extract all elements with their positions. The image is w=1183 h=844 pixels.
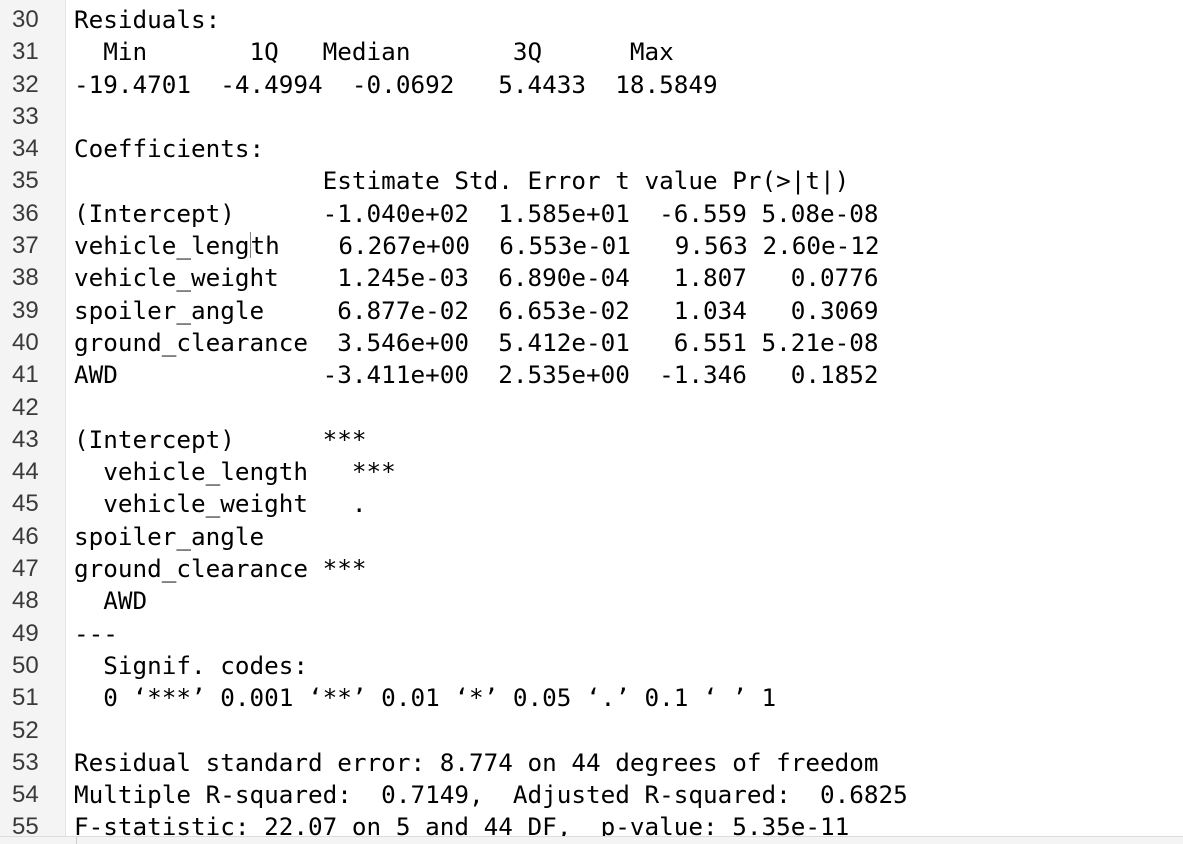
code-line-residuals-header[interactable]: Residuals:: [74, 5, 221, 34]
code-line-coefficients-columns[interactable]: Estimate Std. Error t value Pr(>|t|): [74, 166, 850, 196]
code-line-signif-awd[interactable]: AWD: [74, 586, 148, 616]
line-number: 41: [12, 361, 39, 389]
line-number: 46: [12, 522, 39, 550]
code-line-ground-clearance[interactable]: ground_clearance 3.546e+00 5.412e-01 6.5…: [74, 327, 879, 357]
code-line-coefficients-header[interactable]: Coefficients:: [74, 134, 265, 164]
line-number: 49: [12, 619, 39, 647]
code-line-awd[interactable]: AWD -3.411e+00 2.535e+00 -1.346 0.1852: [74, 360, 879, 390]
code-line-signif-ground-clearance[interactable]: ground_clearance ***: [74, 554, 367, 584]
line-number: 33: [12, 102, 39, 130]
code-text-before-cursor: vehicle_leng: [74, 231, 250, 261]
line-number: 54: [12, 781, 39, 809]
code-line-signif-codes-label[interactable]: Signif. codes:: [74, 650, 309, 680]
code-line-spoiler-angle[interactable]: spoiler_angle 6.877e-02 6.653e-02 1.034 …: [74, 295, 879, 325]
line-number: 44: [12, 458, 39, 486]
line-number: 32: [12, 70, 39, 98]
line-number: 35: [12, 167, 39, 195]
code-line-separator[interactable]: ---: [74, 618, 118, 648]
code-line-signif-intercept[interactable]: (Intercept) ***: [74, 424, 367, 454]
code-line-signif-spoiler-angle[interactable]: spoiler_angle: [74, 521, 265, 551]
code-line-signif-vehicle-weight[interactable]: vehicle_weight .: [74, 489, 367, 519]
line-number: 55: [12, 813, 39, 841]
code-line-vehicle-weight[interactable]: vehicle_weight 1.245e-03 6.890e-04 1.807…: [74, 263, 879, 293]
code-line-signif-codes-legend[interactable]: 0 ‘***’ 0.001 ‘**’ 0.01 ‘*’ 0.05 ‘.’ 0.1…: [74, 683, 777, 713]
line-number: 39: [12, 296, 39, 324]
code-line-blank[interactable]: [74, 715, 1183, 747]
line-number: 48: [12, 587, 39, 615]
code-area[interactable]: Residuals: Min 1Q Median 3Q Max -19.4701…: [66, 0, 1183, 844]
line-number: 47: [12, 555, 39, 583]
code-line-signif-vehicle-length[interactable]: vehicle_length ***: [74, 457, 396, 487]
line-number: 34: [12, 135, 39, 163]
line-number: 38: [12, 264, 39, 292]
line-number: 51: [12, 684, 39, 712]
line-number: 52: [12, 716, 39, 744]
line-number: 36: [12, 199, 39, 227]
code-line-residuals-values[interactable]: -19.4701 -4.4994 -0.0692 5.4433 18.5849: [74, 69, 718, 99]
line-number: 43: [12, 425, 39, 453]
line-number: 37: [12, 232, 39, 260]
line-number-gutter: 30 31 32 33 34 35 36 37 38 39 40 41 42 4…: [0, 0, 66, 844]
text-cursor: [249, 232, 251, 259]
scrollbar-divider: [76, 837, 77, 844]
line-number: 45: [12, 490, 39, 518]
horizontal-scrollbar[interactable]: [0, 836, 1183, 844]
code-text-after-cursor: th 6.267e+00 6.553e-01 9.563 2.60e-12: [250, 231, 880, 261]
line-number: 42: [12, 393, 39, 421]
code-line-residuals-columns[interactable]: Min 1Q Median 3Q Max: [74, 37, 674, 67]
line-number: 40: [12, 328, 39, 356]
code-line-intercept[interactable]: (Intercept) -1.040e+02 1.585e+01 -6.559 …: [74, 198, 879, 228]
code-line-blank[interactable]: [74, 101, 1183, 133]
code-line-r-squared[interactable]: Multiple R-squared: 0.7149, Adjusted R-s…: [74, 780, 908, 810]
code-line-blank[interactable]: [74, 392, 1183, 424]
line-number: 53: [12, 748, 39, 776]
line-number: 31: [12, 38, 39, 66]
line-number: 50: [12, 651, 39, 679]
code-line-vehicle-length[interactable]: vehicle_length 6.267e+00 6.553e-01 9.563…: [74, 230, 1183, 262]
code-line-residual-standard-error[interactable]: Residual standard error: 8.774 on 44 deg…: [74, 747, 879, 777]
line-number: 30: [12, 6, 39, 33]
